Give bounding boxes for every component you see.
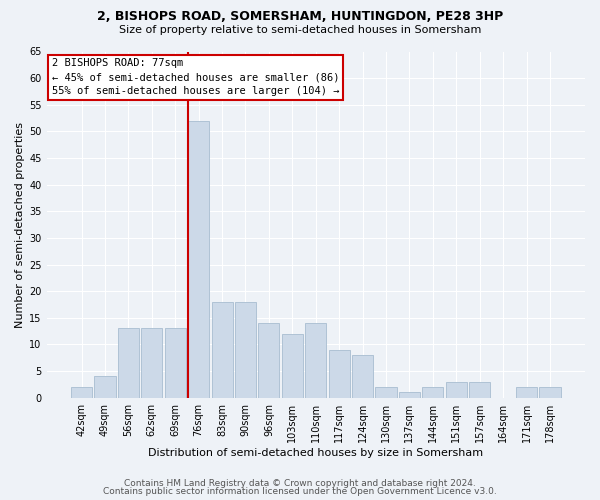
Text: Contains public sector information licensed under the Open Government Licence v3: Contains public sector information licen…: [103, 487, 497, 496]
Bar: [305, 323, 326, 398]
Bar: [164, 328, 186, 398]
Bar: [141, 328, 163, 398]
Text: Contains HM Land Registry data © Crown copyright and database right 2024.: Contains HM Land Registry data © Crown c…: [124, 478, 476, 488]
Bar: [422, 387, 443, 398]
Bar: [399, 392, 420, 398]
Bar: [235, 302, 256, 398]
Bar: [352, 355, 373, 398]
Bar: [212, 302, 233, 398]
Text: Size of property relative to semi-detached houses in Somersham: Size of property relative to semi-detach…: [119, 25, 481, 35]
Bar: [376, 387, 397, 398]
Bar: [118, 328, 139, 398]
Y-axis label: Number of semi-detached properties: Number of semi-detached properties: [15, 122, 25, 328]
Text: 2 BISHOPS ROAD: 77sqm
← 45% of semi-detached houses are smaller (86)
55% of semi: 2 BISHOPS ROAD: 77sqm ← 45% of semi-deta…: [52, 58, 340, 96]
Bar: [516, 387, 537, 398]
Bar: [446, 382, 467, 398]
Bar: [259, 323, 280, 398]
Text: 2, BISHOPS ROAD, SOMERSHAM, HUNTINGDON, PE28 3HP: 2, BISHOPS ROAD, SOMERSHAM, HUNTINGDON, …: [97, 10, 503, 23]
Bar: [71, 387, 92, 398]
Bar: [539, 387, 560, 398]
X-axis label: Distribution of semi-detached houses by size in Somersham: Distribution of semi-detached houses by …: [148, 448, 484, 458]
Bar: [282, 334, 303, 398]
Bar: [188, 120, 209, 398]
Bar: [329, 350, 350, 398]
Bar: [94, 376, 116, 398]
Bar: [469, 382, 490, 398]
